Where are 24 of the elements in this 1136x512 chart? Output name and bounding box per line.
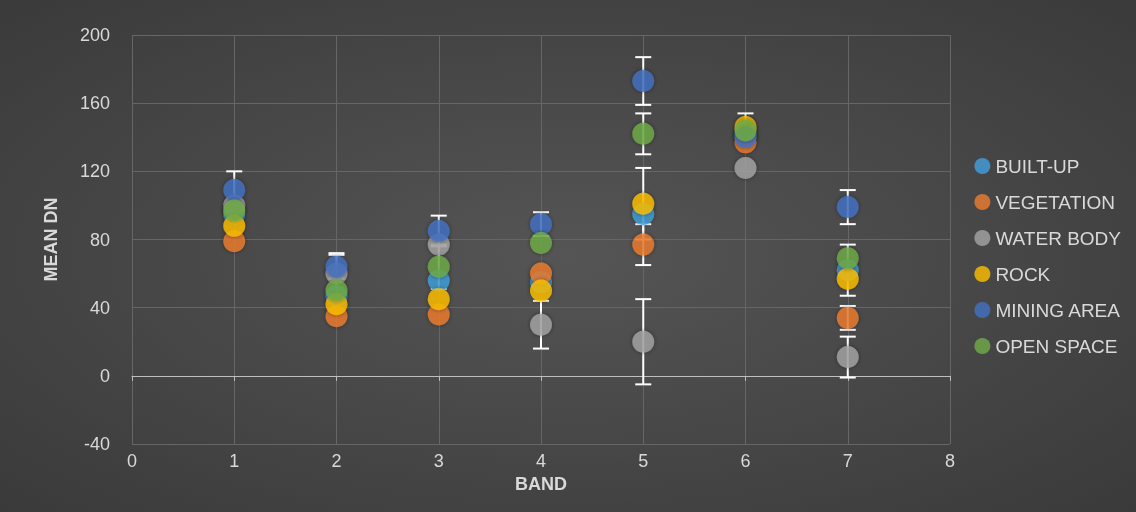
y-tick-label: 80 [89,229,110,250]
legend-label: ROCK [995,263,1051,285]
x-tick-label: 8 [944,451,956,471]
legend-label: OPEN SPACE [995,335,1118,357]
legend-label: WATER BODY [995,227,1122,249]
y-axis-title: MEAN DN [41,197,61,282]
x-tick-label: 1 [229,451,240,471]
x-tick-label: 7 [842,451,853,471]
y-tick-label: 0 [99,365,110,386]
y-tick-label: 200 [79,25,110,45]
x-tick-label: 6 [740,451,751,471]
x-tick-label: 0 [126,451,138,471]
x-tick-label: 4 [535,451,547,471]
x-axis-title: BAND [515,473,567,494]
legend-label: BUILT-UP [995,155,1080,177]
y-tick-label: -40 [83,434,110,454]
legend-label: VEGETATION [995,191,1116,213]
x-tick-label: 5 [638,451,649,471]
x-tick-label: 2 [331,451,342,471]
x-tick-label: 3 [433,451,444,471]
y-tick-label: 120 [79,161,110,182]
y-tick-label: 40 [89,297,110,318]
y-tick-label: 160 [79,93,110,114]
legend-label: MINING AREA [995,299,1121,321]
